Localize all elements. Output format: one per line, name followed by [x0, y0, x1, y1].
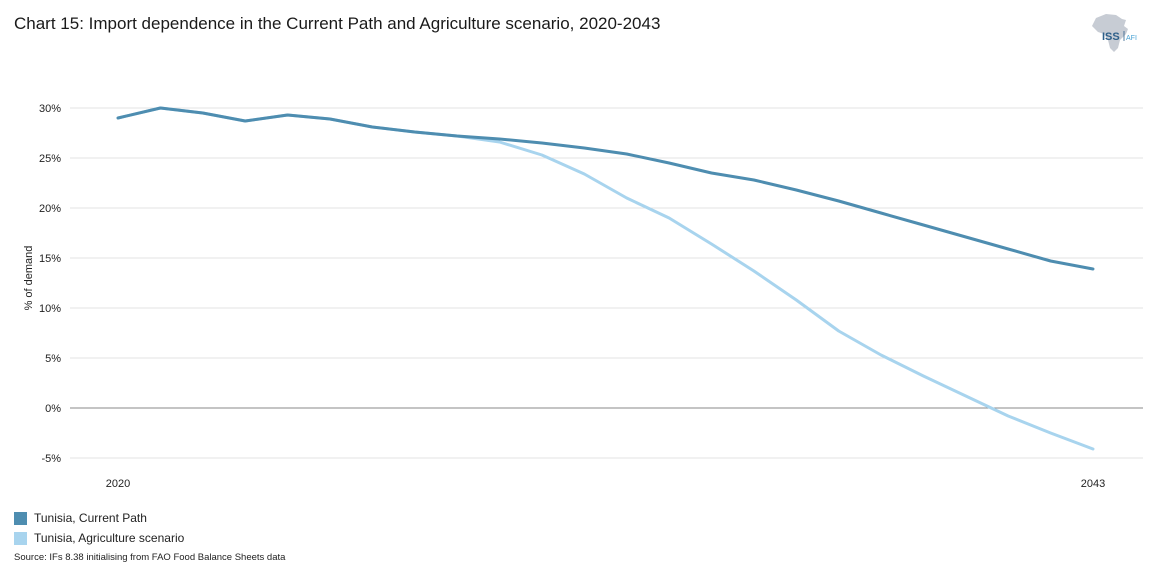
iss-africa-logo: ISS AFI — [1086, 10, 1142, 54]
source-note: Source: IFs 8.38 initialising from FAO F… — [14, 552, 286, 563]
africa-map-icon: ISS AFI — [1092, 14, 1137, 52]
legend-swatch-current-path — [14, 511, 27, 525]
x-tick-label: 2020 — [106, 478, 130, 490]
legend-label-current-path: Tunisia, Current Path — [34, 511, 147, 525]
chart-title: Chart 15: Import dependence in the Curre… — [14, 14, 661, 33]
series-line-current-path — [116, 106, 1095, 271]
y-tick-label: 25% — [39, 153, 61, 165]
y-axis-ticks: -5% 0% 5% 10% 15% 20% 25% 30% — [39, 103, 61, 465]
x-axis-ticks: 2020 2043 — [106, 478, 1105, 490]
line-chart: -5% 0% 5% 10% 15% 20% 25% 30% 2020 2043 % of dem… — [23, 103, 1143, 490]
y-tick-label: 0% — [45, 403, 61, 415]
legend-label-agriculture: Tunisia, Agriculture scenario — [34, 531, 185, 545]
legend-swatch-agriculture — [14, 531, 27, 545]
series-lines — [116, 106, 1095, 451]
legend: Tunisia, Current Path Tunisia, Agricultu… — [14, 508, 184, 548]
y-axis-label: % of demand — [23, 246, 35, 311]
y-tick-label: 5% — [45, 353, 61, 365]
legend-item-agriculture: Tunisia, Agriculture scenario — [14, 528, 184, 548]
y-tick-label: 30% — [39, 103, 61, 115]
y-tick-label: -5% — [41, 453, 61, 465]
logo-iss-text: ISS — [1102, 31, 1120, 43]
x-tick-label: 2043 — [1081, 478, 1105, 490]
y-tick-label: 15% — [39, 253, 61, 265]
y-tick-label: 20% — [39, 203, 61, 215]
legend-item-current-path: Tunisia, Current Path — [14, 508, 184, 528]
series-line-agriculture — [116, 106, 1095, 451]
logo-afi-text: AFI — [1126, 35, 1137, 42]
y-tick-label: 10% — [39, 303, 61, 315]
gridlines — [70, 107, 1143, 459]
